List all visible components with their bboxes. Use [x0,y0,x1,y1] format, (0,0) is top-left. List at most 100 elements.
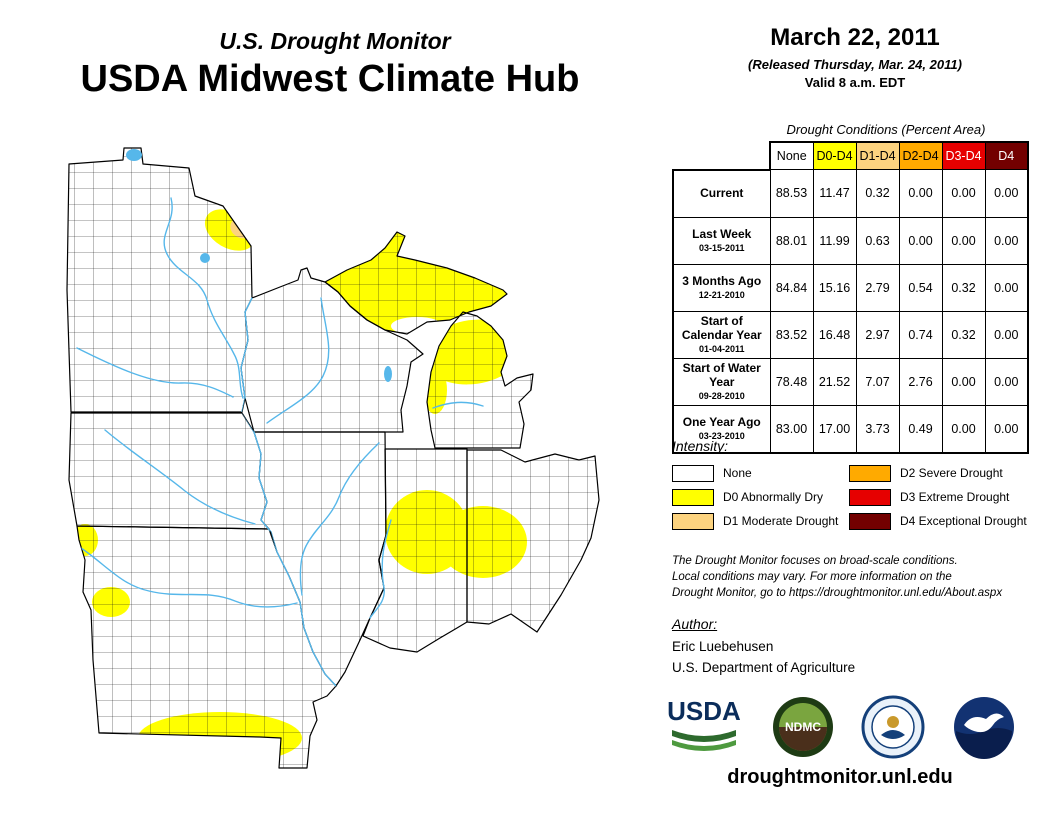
value-cell: 0.32 [855,169,900,218]
wabash-river [369,519,392,619]
value-cell: 3.73 [855,404,900,454]
mississippi-river-upper [163,197,244,399]
header-blank-cell [673,142,770,170]
value-cell: 88.53 [769,169,814,218]
author-heading: Author: [672,616,718,632]
date-block: March 22, 2011 (Released Thursday, Mar. … [690,24,1020,90]
report-subtitle: U.S. Drought Monitor [219,28,451,54]
row-label: Start of Calendar Year [681,314,762,342]
value-cell: 0.00 [941,404,986,454]
legend-label: D4 Exceptional Drought [900,514,1027,528]
value-cell: 0.00 [984,357,1029,406]
value-cell: 0.00 [984,216,1029,265]
table-row-one-year-ago: One Year Ago 03-23-2010 83.00 17.00 3.73 … [672,404,1029,454]
legend-item-d2: D2 Severe Drought [849,461,1032,485]
row-date: 12-21-2010 [698,289,745,300]
ndmc-soil [778,727,827,751]
value-cell: 21.52 [812,357,857,406]
header-d3-d4: D3-D4 [941,141,986,170]
value-cell: 0.00 [898,216,943,265]
value-cell: 0.74 [898,310,943,359]
row-label: 3 Months Ago [682,274,762,289]
author-block: Author: Eric Luebehusen U.S. Department … [672,616,855,675]
value-cell: 0.00 [941,216,986,265]
value-cell: 0.00 [941,169,986,218]
legend-item-none: None [672,461,849,485]
value-cell: 2.76 [898,357,943,406]
drought-conditions-table: None D0-D4 D1-D4 D2-D4 D3-D4 D4 Current … [672,141,1029,454]
header-none: None [769,141,814,170]
value-cell: 15.16 [812,263,857,312]
d3-swatch [849,488,891,506]
header-d2-d4: D2-D4 [898,141,943,170]
value-cell: 11.47 [812,169,857,218]
row-label: Current [700,185,744,200]
value-cell: 84.84 [769,263,814,312]
row-date: 09-28-2010 [698,390,745,401]
value-cell: 17.00 [812,404,857,454]
legend-label: D0 Abnormally Dry [723,490,824,504]
usda-swoosh-light [672,740,736,751]
usda-logo-text: USDA [667,696,741,726]
none-swatch [672,464,714,482]
value-cell: 2.79 [855,263,900,312]
value-cell: 0.00 [984,310,1029,359]
table-row-current: Current 88.53 11.47 0.32 0.00 0.00 0.00 [672,168,1029,218]
noaa-logo [953,697,1014,759]
illinois-river [299,442,380,596]
row-label: Start of Water Year [682,361,761,389]
d0-swatch [672,488,714,506]
commerce-seal-logo [861,695,925,759]
value-cell: 0.63 [855,216,900,265]
intensity-legend: Intensity: None D0 Abnormally Dry D1 Mod… [672,438,1032,533]
midwest-map-svg [66,147,600,769]
value-cell: 0.54 [898,263,943,312]
lake-of-the-woods [126,149,142,161]
drought-map [55,140,615,780]
header-d4: D4 [984,141,1029,170]
legend-label: None [723,466,752,480]
table-row-3-months-ago: 3 Months Ago 12-21-2010 84.84 15.16 2.79 … [672,263,1029,312]
released-date: (Released Thursday, Mar. 24, 2011) [748,57,962,72]
ndmc-logo: NDMC [772,697,833,757]
commerce-eagle-icon [887,716,900,728]
table-row-start-water-year: Start of Water Year 09-28-2010 78.48 21.5… [672,357,1029,406]
value-cell: 0.32 [941,263,986,312]
value-cell: 11.99 [812,216,857,265]
row-label: Last Week [692,227,752,242]
disclaimer-text: The Drought Monitor focuses on broad-sca… [672,553,1042,601]
disclaimer-line: The Drought Monitor focuses on broad-sca… [672,555,958,567]
value-cell: 78.48 [769,357,814,406]
row-date: 01-04-2011 [698,343,745,354]
table-title: Drought Conditions (Percent Area) [786,122,986,137]
commerce-shield-icon [881,730,906,739]
author-org: U.S. Department of Agriculture [672,660,856,675]
value-cell: 7.07 [855,357,900,406]
mississippi-river-border [240,297,337,687]
value-cell: 16.48 [812,310,857,359]
row-label: One Year Ago [682,415,761,430]
agency-logos: USDA NDMC [664,690,1016,764]
value-cell: 0.00 [984,169,1029,218]
header-d1-d4: D1-D4 [855,141,900,170]
d2-swatch [849,464,891,482]
footer-url: droughtmonitor.unl.edu [727,766,953,788]
minnesota-river [76,347,234,398]
value-cell: 0.00 [984,404,1029,454]
map-date: March 22, 2011 [770,24,940,51]
lake-winnebago [384,366,392,382]
noaa-bird-icon [963,713,1004,733]
value-cell: 88.01 [769,216,814,265]
value-cell: 2.97 [855,310,900,359]
ndmc-logo-text: NDMC [785,720,821,734]
value-cell: 0.49 [898,404,943,454]
valid-time: Valid 8 a.m. EDT [804,75,906,90]
row-date: 03-23-2010 [698,430,745,441]
mille-lacs-lake [200,253,210,263]
legend-label: D3 Extreme Drought [900,490,1010,504]
page-title: USDA Midwest Climate Hub [80,58,580,100]
header-d0-d4: D0-D4 [812,141,857,170]
rivers [76,149,484,687]
usda-swoosh-dark [672,730,736,742]
